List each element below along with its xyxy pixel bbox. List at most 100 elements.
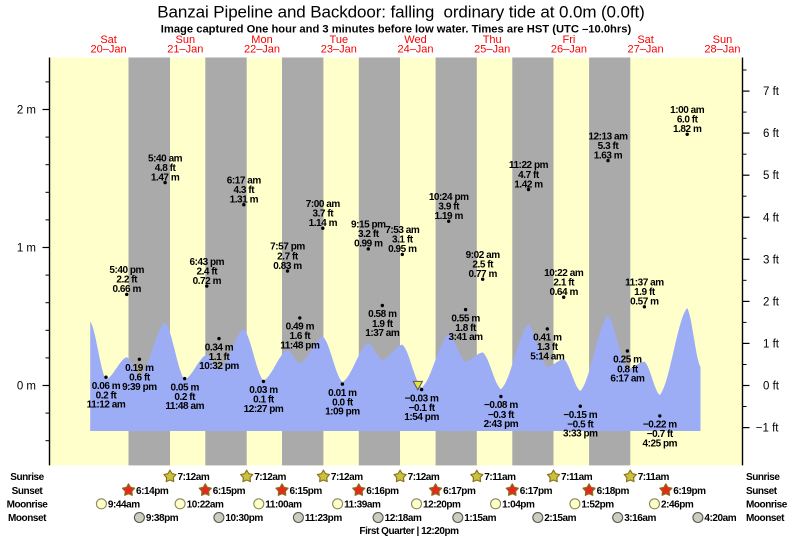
svg-text:1 ft: 1 ft	[763, 338, 780, 350]
svg-text:2:15am: 2:15am	[544, 513, 576, 524]
svg-text:11:37 am: 11:37 am	[625, 278, 664, 289]
svg-text:Sunset: Sunset	[12, 486, 44, 497]
svg-text:Mon: Mon	[251, 34, 272, 46]
svg-text:0.19 m: 0.19 m	[125, 363, 154, 374]
svg-text:6:15pm: 6:15pm	[213, 486, 246, 497]
svg-text:22–Jan: 22–Jan	[244, 43, 280, 55]
svg-text:2:43 pm: 2:43 pm	[484, 419, 519, 430]
svg-text:4.3 ft: 4.3 ft	[233, 185, 255, 196]
svg-text:Sat: Sat	[637, 34, 654, 46]
svg-text:Wed: Wed	[404, 34, 426, 46]
svg-text:2.2 ft: 2.2 ft	[116, 275, 138, 286]
svg-text:−0.03 m: −0.03 m	[405, 393, 439, 404]
svg-text:6:43 pm: 6:43 pm	[189, 257, 224, 268]
svg-text:Sun: Sun	[713, 34, 733, 46]
svg-text:25–Jan: 25–Jan	[474, 43, 510, 55]
svg-text:6:18pm: 6:18pm	[597, 486, 630, 497]
svg-text:5:40 am: 5:40 am	[148, 153, 183, 164]
svg-text:7:00 am: 7:00 am	[306, 199, 341, 210]
svg-text:−0.3 ft: −0.3 ft	[488, 410, 515, 421]
svg-text:11:22 pm: 11:22 pm	[509, 160, 549, 171]
svg-text:Banzai Pipeline and Backdoor:: Banzai Pipeline and Backdoor: falling or…	[157, 3, 644, 22]
svg-text:28–Jan: 28–Jan	[704, 43, 740, 55]
svg-text:2 ft: 2 ft	[763, 296, 780, 308]
svg-text:0.55 m: 0.55 m	[451, 313, 480, 324]
svg-text:1:04pm: 1:04pm	[502, 499, 535, 510]
svg-text:1.82 m: 1.82 m	[673, 124, 702, 135]
svg-text:2:46pm: 2:46pm	[661, 499, 694, 510]
svg-text:5 ft: 5 ft	[763, 170, 780, 182]
svg-text:12:20pm: 12:20pm	[423, 499, 461, 510]
svg-text:11:39am: 11:39am	[344, 499, 381, 510]
svg-text:Sunrise: Sunrise	[10, 472, 44, 483]
svg-text:−0.7 ft: −0.7 ft	[647, 429, 674, 440]
svg-text:0.58 m: 0.58 m	[368, 309, 397, 320]
svg-text:1.3 ft: 1.3 ft	[537, 342, 559, 353]
svg-text:5.3 ft: 5.3 ft	[598, 141, 620, 152]
svg-text:Sunrise: Sunrise	[746, 472, 780, 483]
svg-text:0.83 m: 0.83 m	[273, 261, 302, 272]
svg-text:23–Jan: 23–Jan	[321, 43, 357, 55]
svg-text:11:23pm: 11:23pm	[305, 513, 342, 524]
svg-text:−0.5 ft: −0.5 ft	[567, 420, 594, 431]
svg-text:Moonrise: Moonrise	[7, 499, 49, 510]
svg-text:4:25 pm: 4:25 pm	[642, 438, 677, 449]
svg-text:0.05 m: 0.05 m	[170, 382, 199, 393]
svg-text:27–Jan: 27–Jan	[628, 43, 664, 55]
svg-text:Moonset: Moonset	[8, 513, 47, 524]
svg-text:0.49 m: 0.49 m	[286, 322, 315, 333]
svg-text:10:22am: 10:22am	[187, 499, 224, 510]
svg-text:0 m: 0 m	[17, 381, 36, 393]
svg-text:0.2 ft: 0.2 ft	[96, 391, 118, 402]
svg-text:0.0 ft: 0.0 ft	[332, 397, 354, 408]
svg-text:0.77 m: 0.77 m	[468, 269, 497, 280]
svg-text:7:53 am: 7:53 am	[385, 225, 420, 236]
svg-text:2.5 ft: 2.5 ft	[472, 260, 494, 271]
svg-text:3.9 ft: 3.9 ft	[438, 202, 460, 213]
svg-text:4.7 ft: 4.7 ft	[518, 170, 540, 181]
svg-text:7:12am: 7:12am	[408, 472, 440, 483]
svg-text:2 m: 2 m	[17, 105, 36, 117]
svg-text:4:20am: 4:20am	[704, 513, 736, 524]
svg-text:9:38pm: 9:38pm	[146, 513, 179, 524]
svg-text:1:52pm: 1:52pm	[581, 499, 614, 510]
svg-text:0.01 m: 0.01 m	[328, 388, 357, 399]
svg-text:1.8 ft: 1.8 ft	[455, 323, 477, 334]
svg-text:4 ft: 4 ft	[763, 212, 780, 224]
svg-text:11:12 am: 11:12 am	[87, 400, 126, 411]
svg-text:3.7 ft: 3.7 ft	[312, 209, 334, 220]
svg-text:10:32 pm: 10:32 pm	[199, 361, 239, 372]
svg-text:−0.08 m: −0.08 m	[484, 400, 518, 411]
svg-text:6:15pm: 6:15pm	[290, 486, 323, 497]
svg-text:7:11am: 7:11am	[638, 472, 670, 483]
svg-text:3.2 ft: 3.2 ft	[358, 229, 380, 240]
svg-text:10:22 am: 10:22 am	[544, 268, 584, 279]
svg-text:6:17pm: 6:17pm	[520, 486, 553, 497]
svg-text:1:37 am: 1:37 am	[365, 328, 400, 339]
svg-text:−0.22 m: −0.22 m	[643, 420, 677, 431]
svg-text:−1 ft: −1 ft	[756, 423, 780, 435]
svg-text:26–Jan: 26–Jan	[551, 43, 587, 55]
svg-text:0 ft: 0 ft	[763, 381, 780, 393]
svg-text:3 ft: 3 ft	[763, 254, 780, 266]
svg-text:1.9 ft: 1.9 ft	[372, 319, 394, 330]
svg-text:First Quarter | 12:20pm: First Quarter | 12:20pm	[359, 526, 459, 537]
svg-text:11:48 am: 11:48 am	[165, 401, 204, 412]
svg-text:24–Jan: 24–Jan	[397, 43, 433, 55]
svg-text:1.14 m: 1.14 m	[309, 218, 338, 229]
svg-text:9:15 pm: 9:15 pm	[351, 220, 386, 231]
svg-text:Sun: Sun	[176, 34, 196, 46]
svg-text:0.6 ft: 0.6 ft	[129, 373, 151, 384]
svg-text:7:12am: 7:12am	[331, 472, 363, 483]
svg-text:Sunset: Sunset	[746, 486, 778, 497]
svg-text:5:14 am: 5:14 am	[530, 351, 565, 362]
svg-text:1:09 pm: 1:09 pm	[325, 407, 360, 418]
svg-text:9:02 am: 9:02 am	[466, 250, 501, 261]
svg-text:1:00 am: 1:00 am	[670, 105, 705, 116]
svg-text:Moonrise: Moonrise	[746, 499, 788, 510]
svg-text:1.9 ft: 1.9 ft	[634, 287, 656, 298]
svg-text:1.1 ft: 1.1 ft	[209, 352, 231, 363]
svg-text:1.42 m: 1.42 m	[514, 179, 543, 190]
svg-text:1.6 ft: 1.6 ft	[289, 331, 311, 342]
svg-text:0.03 m: 0.03 m	[249, 385, 278, 396]
